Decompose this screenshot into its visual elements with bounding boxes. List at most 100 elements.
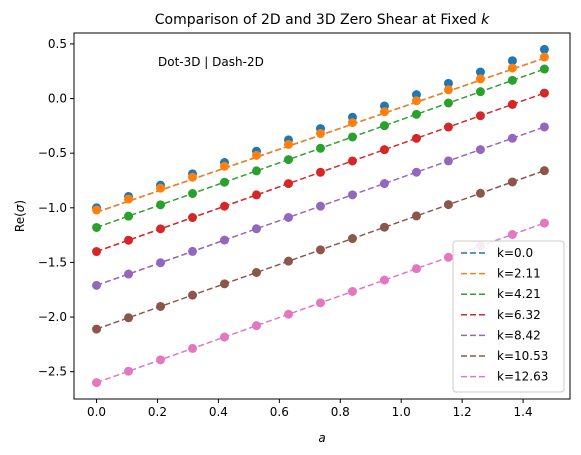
y-tick-label-2: −0.5 [38,146,67,160]
y-tick-label-1: 0.0 [48,92,67,106]
series-2-point-1 [124,211,134,221]
series-3-point-2 [156,224,166,234]
y-axis: 0.5 0.0 −0.5 −1.0 −1.5 −2.0 −2.5 [38,37,74,379]
series-2-point-2 [156,200,166,210]
legend-box [452,240,565,393]
legend-label-6: k=12.63 [497,370,548,384]
series-1-point-13 [507,63,517,73]
x-tick-label-0: 0.0 [87,405,106,419]
series-5-point-14 [539,166,549,176]
x-axis: 0.0 0.2 0.4 0.6 0.8 1.0 1.2 1.4 [87,399,533,419]
series-2-point-0 [92,222,102,232]
series-6-point-0 [92,378,102,388]
series-2-point-12 [475,87,485,97]
series-1-point-4 [220,161,230,171]
series-1-point-14 [539,52,549,62]
series-2-point-11 [443,98,453,108]
series-6-point-2 [156,355,166,365]
series-5-point-8 [347,234,357,244]
series-3-point-12 [475,111,485,121]
series-1-point-11 [443,85,453,95]
legend-label-1: k=2.11 [497,267,541,281]
series-6-point-3 [188,343,198,353]
series-4-point-4 [220,235,230,245]
x-tick-label-4: 0.8 [331,405,350,419]
legend-label-0: k=0.0 [497,246,533,260]
series-5-point-10 [411,211,421,221]
series-4-point-14 [539,122,549,132]
series-2-point-7 [315,143,325,153]
series-1-point-9 [379,107,389,117]
series-5-point-6 [283,256,293,266]
series-3-point-13 [507,99,517,109]
series-4-point-9 [379,179,389,189]
x-tick-label-5: 1.0 [392,405,411,419]
series-1-point-8 [347,118,357,128]
series-3-point-11 [443,122,453,132]
x-axis-label: a [318,431,325,445]
series-3-point-6 [283,179,293,189]
y-tick-label-0: 0.5 [48,37,67,51]
series-6-point-11 [443,252,453,262]
series-1-point-12 [475,74,485,84]
series-5-point-5 [251,267,261,277]
series-5-point-11 [443,200,453,210]
series-2-point-4 [220,177,230,187]
x-tick-label-1: 0.2 [148,405,167,419]
series-3-point-7 [315,167,325,177]
series-4-point-11 [443,156,453,166]
series-5-point-12 [475,188,485,198]
series-3-point-14 [539,88,549,98]
series-1-point-10 [411,96,421,106]
legend: k=0.0 k=2.11 k=4.21 k=6.32 k=8.42 k=10.53 k=12… [452,240,565,393]
series-1-point-0 [92,205,102,215]
series-4-point-10 [411,167,421,177]
series-6-point-10 [411,264,421,274]
series-0-point-11 [443,78,453,88]
series-1-point-5 [251,150,261,160]
series-2-point-10 [411,109,421,119]
legend-label-3: k=6.32 [497,308,541,322]
series-0-point-12 [475,67,485,77]
series-4-point-3 [188,246,198,256]
series-4-point-1 [124,269,134,279]
series-2-point-14 [539,64,549,74]
series-6-point-13 [507,229,517,239]
x-tick-label-2: 0.4 [209,405,228,419]
series-4-point-5 [251,224,261,234]
series-3-point-10 [411,133,421,143]
series-5-point-1 [124,313,134,323]
series-4-point-13 [507,133,517,143]
series-3-point-0 [92,247,102,257]
series-3-point-8 [347,156,357,166]
y-tick-label-5: −2.0 [38,310,67,324]
series-1-point-1 [124,194,134,204]
series-2-point-3 [188,189,198,199]
series-0-point-13 [507,56,517,66]
series-6-point-6 [283,309,293,319]
series-5-point-2 [156,301,166,311]
series-3-point-4 [220,201,230,211]
series-2-point-9 [379,121,389,131]
x-tick-label-6: 1.2 [453,405,472,419]
series-4-point-0 [92,280,102,290]
series-3-point-1 [124,235,134,245]
series-6-point-14 [539,218,549,228]
series-3-point-5 [251,190,261,200]
chart-title: Comparison of 2D and 3D Zero Shear at Fi… [155,12,490,28]
series-5-point-3 [188,290,198,300]
series-4-point-6 [283,212,293,222]
legend-label-4: k=8.42 [497,328,541,342]
series-6-point-4 [220,332,230,342]
series-6-point-8 [347,286,357,296]
series-1-point-2 [156,183,166,193]
series-4-point-12 [475,145,485,155]
series-5-point-4 [220,279,230,289]
x-tick-label-7: 1.4 [514,405,533,419]
series-1-point-7 [315,129,325,139]
series-3-point-9 [379,145,389,155]
series-3-point-3 [188,213,198,223]
series-5-point-9 [379,222,389,232]
series-5-point-13 [507,177,517,187]
